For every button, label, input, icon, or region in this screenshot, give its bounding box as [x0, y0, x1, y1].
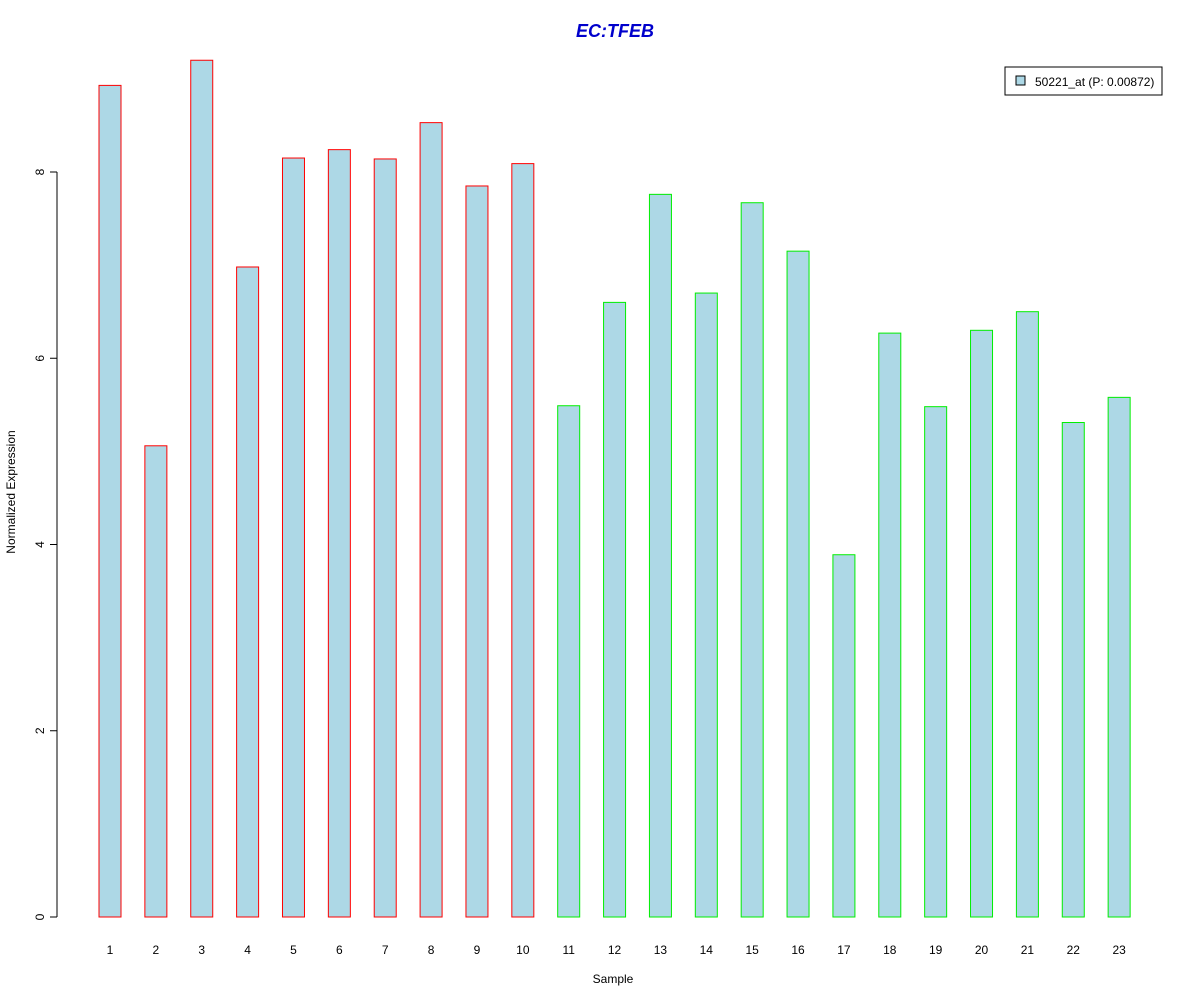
bar-sample-12: [603, 301, 627, 918]
legend: 50221_at (P: 0.00872): [1004, 66, 1163, 96]
x-tick-label: 20: [975, 943, 989, 957]
x-tick-label: 9: [474, 943, 481, 957]
plot-area: [98, 59, 1131, 918]
y-tick-label: 0: [33, 913, 47, 920]
x-tick-label: 2: [153, 943, 160, 957]
bar-sample-2: [144, 445, 168, 918]
y-tick-label: 6: [33, 355, 47, 362]
bar-sample-9: [465, 185, 489, 918]
x-tick-label: 8: [428, 943, 435, 957]
x-tick-label: 21: [1021, 943, 1035, 957]
bar-sample-5: [281, 157, 305, 918]
chart-title: EC:TFEB: [576, 21, 654, 41]
x-tick-label: 23: [1112, 943, 1126, 957]
x-tick-label: 18: [883, 943, 897, 957]
x-tick-label: 6: [336, 943, 343, 957]
legend-box: [1004, 66, 1163, 96]
x-axis: 1 2 3 4 5 6 7 8 9 10 11 12 13 14 15 16 17 18 19 20 21 22 23: [107, 943, 1126, 957]
bar-sample-6: [327, 149, 351, 918]
bar-sample-8: [419, 122, 443, 918]
bar-sample-1: [98, 84, 122, 918]
x-tick-label: 10: [516, 943, 530, 957]
y-tick-label: 2: [33, 727, 47, 734]
legend-swatch: [1015, 75, 1026, 86]
x-tick-label: 17: [837, 943, 851, 957]
bar-sample-4: [236, 266, 260, 918]
legend-label: 50221_at (P: 0.00872): [1035, 75, 1154, 89]
x-tick-label: 16: [791, 943, 805, 957]
x-tick-label: 14: [700, 943, 714, 957]
x-tick-label: 22: [1067, 943, 1081, 957]
x-tick-label: 3: [198, 943, 205, 957]
bar-sample-7: [373, 158, 397, 918]
x-tick-label: 5: [290, 943, 297, 957]
bar-sample-22: [1061, 422, 1085, 918]
bar-sample-13: [648, 193, 672, 918]
bar-sample-23: [1107, 396, 1131, 918]
bar-sample-11: [557, 405, 581, 918]
x-tick-label: 7: [382, 943, 389, 957]
bar-sample-20: [970, 329, 994, 918]
x-tick-label: 13: [654, 943, 668, 957]
bar-sample-3: [190, 59, 214, 918]
x-tick-label: 15: [746, 943, 760, 957]
y-tick-label: 4: [33, 541, 47, 548]
bar-sample-18: [878, 332, 902, 918]
bar-sample-19: [924, 406, 948, 918]
bar-sample-10: [511, 163, 535, 918]
y-axis-label: Normalized Expression: [4, 430, 18, 553]
bar-sample-21: [1015, 311, 1039, 918]
x-tick-label: 19: [929, 943, 943, 957]
bar-sample-14: [694, 292, 718, 918]
x-tick-label: 12: [608, 943, 622, 957]
bar-sample-16: [786, 250, 810, 918]
bar-sample-15: [740, 202, 764, 918]
x-tick-label: 11: [562, 943, 575, 957]
y-tick-label: 8: [33, 168, 47, 175]
x-tick-label: 1: [107, 943, 114, 957]
y-axis: 0 2 4 6 8: [33, 168, 58, 920]
bar-sample-17: [832, 554, 856, 918]
x-tick-label: 4: [244, 943, 251, 957]
x-axis-label: Sample: [593, 972, 634, 986]
